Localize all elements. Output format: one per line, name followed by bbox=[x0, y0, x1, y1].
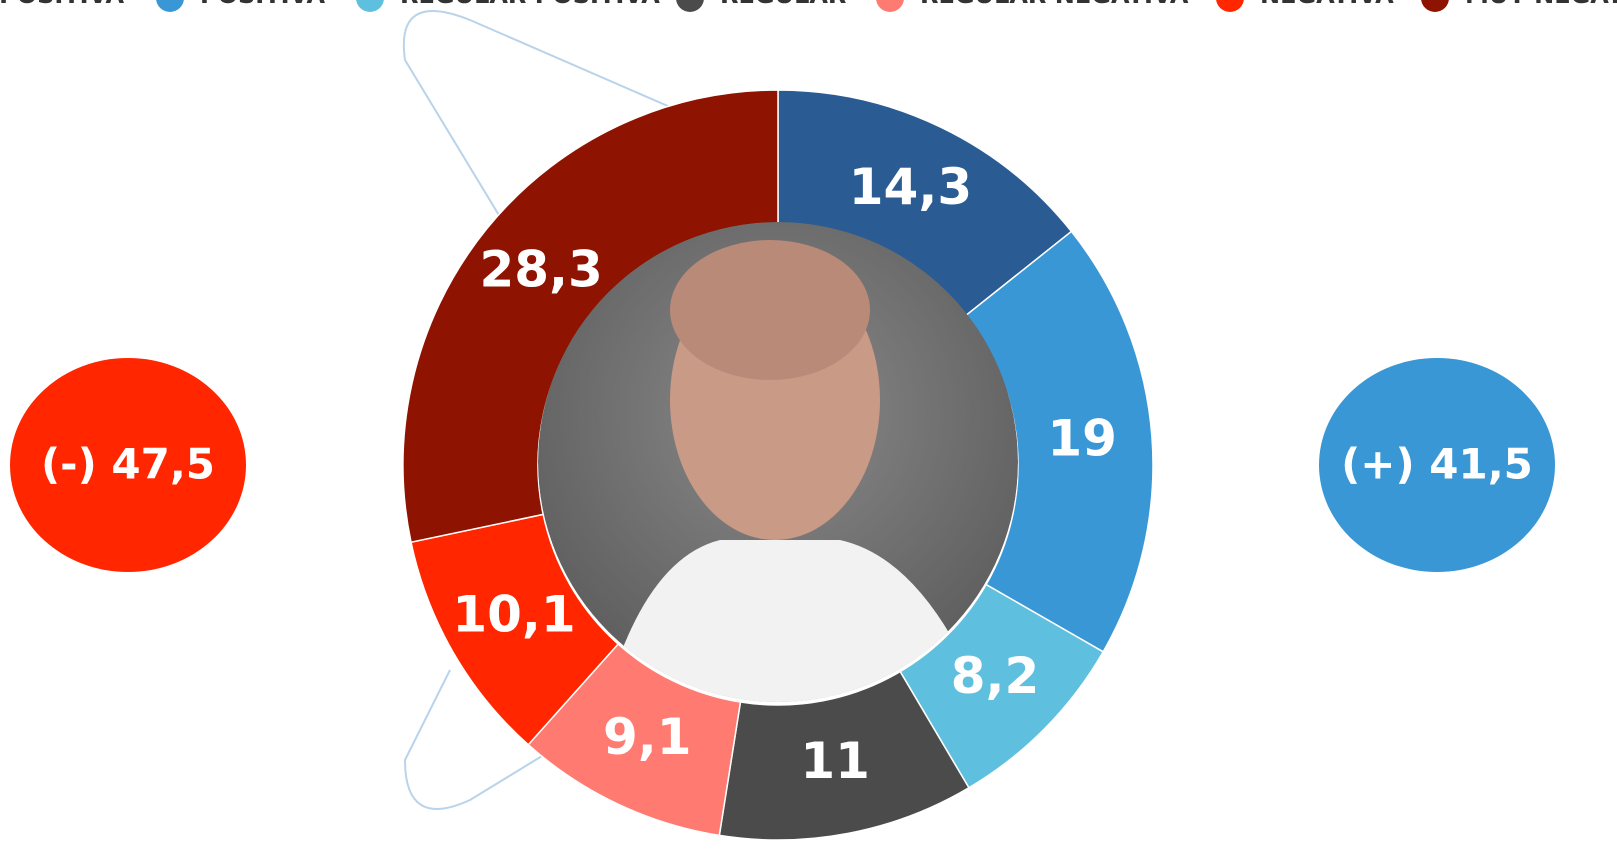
legend-label: NEGATIVA bbox=[1260, 0, 1394, 9]
legend-label: REGULAR NEGATIVA bbox=[920, 0, 1189, 9]
legend-swatch bbox=[1421, 0, 1449, 12]
legend-swatch bbox=[1216, 0, 1244, 12]
legend: MUY POSITIVA POSITIVA REGULAR POSITIVA REGU… bbox=[0, 0, 1617, 12]
legend-label: POSITIVA bbox=[200, 0, 325, 9]
legend-swatch bbox=[876, 0, 904, 12]
legend-label: REGULAR bbox=[720, 0, 846, 9]
value-label: 8,2 bbox=[951, 647, 1040, 705]
value-label: 28,3 bbox=[479, 240, 602, 298]
legend-swatch bbox=[676, 0, 704, 12]
legend-label: REGULAR POSITIVA bbox=[400, 0, 660, 9]
value-label: 10,1 bbox=[452, 585, 575, 643]
summary-label: (+) 41,5 bbox=[1341, 440, 1533, 489]
legend-label: MUY NEGATIVA bbox=[1465, 0, 1617, 9]
value-label: 9,1 bbox=[603, 708, 692, 766]
chart: 14,3 19 8,2 11 9,1 10,1 28,3 MUY POSITIVA POSIT… bbox=[0, 0, 1617, 864]
legend-swatch bbox=[356, 0, 384, 12]
legend-swatch bbox=[156, 0, 184, 12]
value-label: 14,3 bbox=[849, 158, 972, 216]
legend-label: MUY POSITIVA bbox=[0, 0, 125, 9]
value-label: 19 bbox=[1047, 410, 1117, 468]
value-label: 11 bbox=[800, 732, 870, 790]
summary-label: (-) 47,5 bbox=[41, 440, 215, 489]
page: {"chart_data": { "type": "donut", "categ… bbox=[0, 0, 1617, 864]
